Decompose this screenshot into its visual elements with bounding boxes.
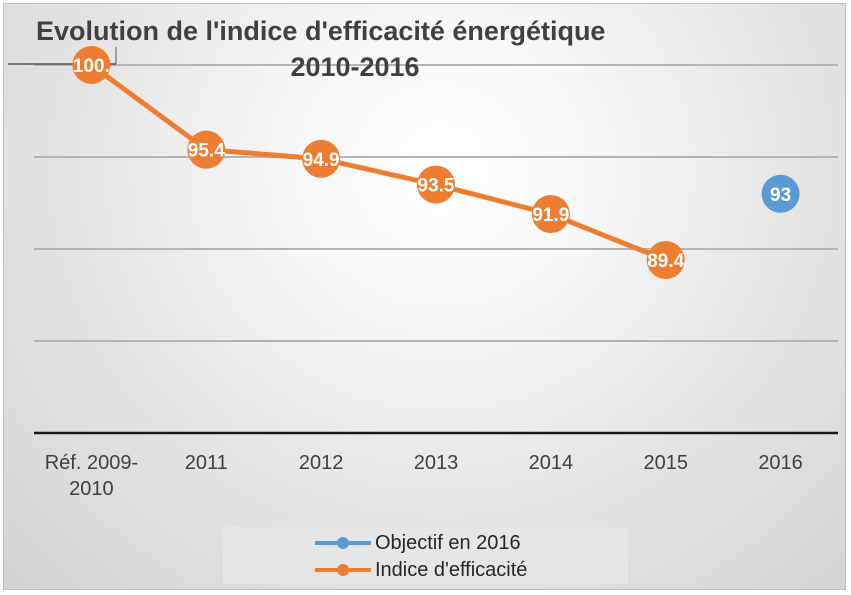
x-tick-label: 2011 <box>185 452 228 474</box>
x-tick-labels: Réf. 2009-2010 2011 2012 2013 2014 2015 2016 <box>45 452 803 500</box>
data-label: 100. <box>73 56 110 77</box>
legend-item-objectif: Objectif en 2016 <box>223 530 628 556</box>
x-tick-label: 2013 <box>414 452 459 474</box>
data-point <box>531 195 570 234</box>
data-point <box>646 241 685 280</box>
x-tick-label: 2015 <box>643 452 688 474</box>
legend: Objectif en 2016 Indice d'efficacité <box>223 527 628 584</box>
chart-title-line1: Evolution de l'indice d'efficacité énerg… <box>36 16 605 46</box>
x-tick-label: 2012 <box>299 452 344 474</box>
chart-title-line2: 2010-2016 <box>290 52 419 82</box>
x-tick-label: 2016 <box>758 452 803 474</box>
data-point <box>761 174 800 213</box>
data-point <box>417 165 455 204</box>
x-tick-label: 2014 <box>529 452 574 474</box>
data-label: 93 <box>770 185 791 206</box>
data-point <box>72 46 111 84</box>
data-label: 91.9 <box>532 205 569 226</box>
legend-label-objectif: Objectif en 2016 <box>375 532 521 554</box>
series-layer: 93 100. 95.4 94.9 93.5 91.9 89.4 <box>72 46 800 280</box>
data-label: 94.9 <box>303 150 340 171</box>
series-line-1 <box>89 62 667 263</box>
legend-swatch-indice <box>315 564 371 576</box>
data-point <box>187 130 226 169</box>
data-point <box>302 139 341 178</box>
legend-item-indice: Indice d'efficacité <box>223 557 628 583</box>
data-label: 95.4 <box>188 141 225 162</box>
gridlines <box>34 64 838 342</box>
data-label: 89.4 <box>647 251 684 272</box>
legend-label-indice: Indice d'efficacité <box>375 559 528 581</box>
x-tick-label: Réf. 2009-2010 <box>45 452 138 500</box>
data-label: 93.5 <box>418 176 455 197</box>
legend-swatch-objectif <box>315 537 371 549</box>
